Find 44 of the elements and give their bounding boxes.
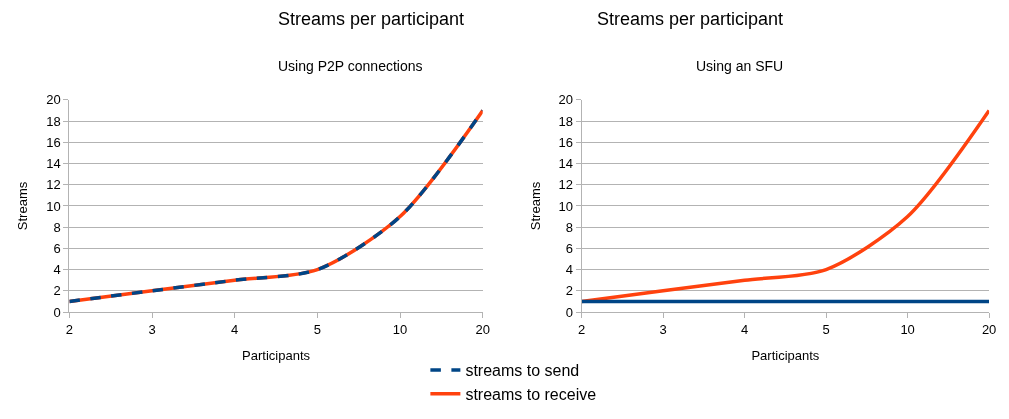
x-axis-title: Participants	[242, 348, 311, 364]
y-tick-label: 8	[565, 219, 574, 235]
y-tick-label: 14	[558, 156, 574, 172]
x-tick-label: 2	[65, 321, 73, 337]
x-axis-title: Participants	[751, 348, 820, 364]
y-tick-label: 2	[53, 283, 61, 299]
chart-subtitle: Using P2P connections	[278, 58, 423, 74]
y-tick-label: 18	[558, 113, 574, 129]
legend-label: streams to receive	[465, 385, 597, 403]
x-tick-label: 20	[475, 321, 490, 337]
y-tick-label: 14	[46, 156, 61, 172]
y-tick-label: 20	[46, 92, 61, 108]
x-tick-label: 5	[822, 321, 830, 337]
x-tick-label: 3	[148, 321, 156, 337]
y-tick-label: 20	[558, 92, 574, 108]
y-tick-label: 16	[46, 134, 61, 150]
x-tick-label: 4	[231, 321, 239, 337]
x-tick-label: 3	[659, 321, 667, 337]
y-tick-label: 16	[558, 134, 574, 150]
x-tick-label: 5	[313, 321, 321, 337]
x-tick-label: 10	[392, 321, 408, 337]
chart-subtitle: Using an SFU	[696, 58, 784, 74]
y-tick-label: 12	[558, 177, 574, 193]
y-tick-label: 10	[558, 198, 574, 214]
y-tick-label: 18	[46, 113, 61, 129]
y-axis-title: Streams	[15, 181, 31, 231]
y-axis-title: Streams	[527, 181, 543, 231]
y-tick-label: 4	[53, 262, 61, 278]
y-tick-label: 4	[565, 262, 574, 278]
chart-title: Streams per participant	[278, 9, 465, 29]
y-tick-label: 0	[565, 304, 574, 320]
y-tick-label: 2	[565, 283, 574, 299]
y-tick-label: 8	[53, 219, 61, 235]
y-tick-label: 10	[46, 198, 61, 214]
y-tick-label: 0	[53, 304, 61, 320]
x-tick-label: 4	[741, 321, 749, 337]
x-tick-label: 2	[578, 321, 586, 337]
chart-title: Streams per participant	[597, 9, 784, 29]
y-tick-label: 6	[53, 240, 61, 256]
x-tick-label: 20	[981, 321, 997, 337]
x-tick-label: 10	[900, 321, 915, 337]
y-tick-label: 6	[565, 240, 574, 256]
y-tick-label: 12	[46, 177, 61, 193]
legend-label: streams to send	[465, 362, 580, 380]
